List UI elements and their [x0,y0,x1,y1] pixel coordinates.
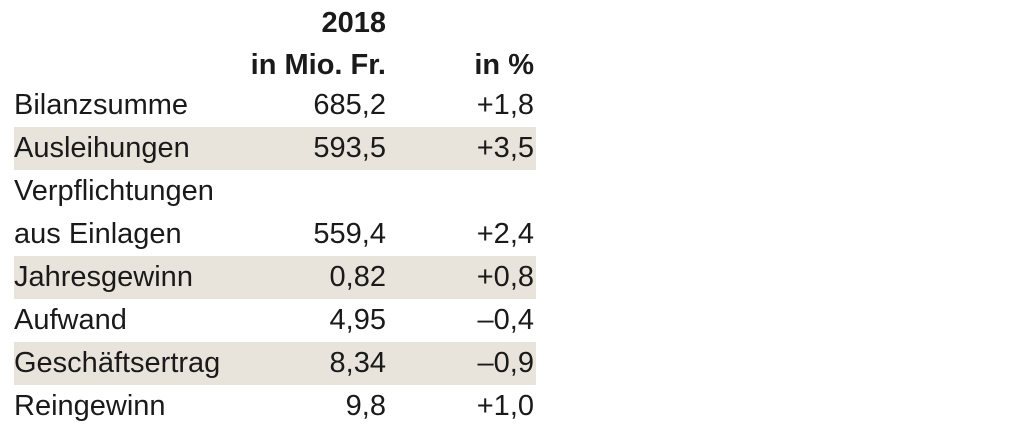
row-value: 685,2 [313,89,386,121]
table-row: Reingewinn 9,8 +1,0 [14,385,536,428]
row-value: 593,5 [313,132,386,164]
table-row: Ausleihungen 593,5 +3,5 [14,127,536,170]
row-percent: –0,9 [477,347,534,379]
row-label: Ausleihungen [14,132,190,164]
row-percent: +1,0 [476,390,534,422]
header-row-units: in Mio. Fr. in % [14,42,536,84]
row-value: 559,4 [313,218,386,250]
table-row: Verpflichtungen aus Einlagen 559,4 +2,4 [14,170,536,256]
table-row: Geschäftsertrag 8,34 –0,9 [14,342,536,385]
row-value: 8,34 [329,347,386,379]
row-value: 9,8 [345,390,386,422]
header-year: 2018 [321,7,386,39]
row-value: 0,82 [329,261,386,293]
row-label-line1: Verpflichtungen [14,175,214,207]
row-label-line2: aus Einlagen [14,218,182,250]
row-percent: +0,8 [476,261,534,293]
table-row: Jahresgewinn 0,82 +0,8 [14,256,536,299]
row-value: 4,95 [329,304,386,336]
row-label: Geschäftsertrag [14,347,221,379]
table-row: Aufwand 4,95 –0,4 [14,299,536,342]
row-percent: +3,5 [476,132,534,164]
row-label: Jahresgewinn [14,261,193,293]
row-label: Aufwand [14,304,127,336]
header-row-year: 2018 [14,0,536,42]
header-col-value: in Mio. Fr. [250,49,386,81]
header-col-percent: in % [474,49,534,81]
row-label: Reingewinn [14,390,166,422]
financial-table: 2018 in Mio. Fr. in % Bilanzsumme 685,2 … [14,0,536,428]
table-row: Bilanzsumme 685,2 +1,8 [14,84,536,127]
row-percent: –0,4 [477,304,534,336]
row-percent: +1,8 [476,89,534,121]
row-label: Bilanzsumme [14,89,189,121]
row-percent: +2,4 [476,218,534,250]
row-label: Verpflichtungen aus Einlagen [14,170,214,256]
